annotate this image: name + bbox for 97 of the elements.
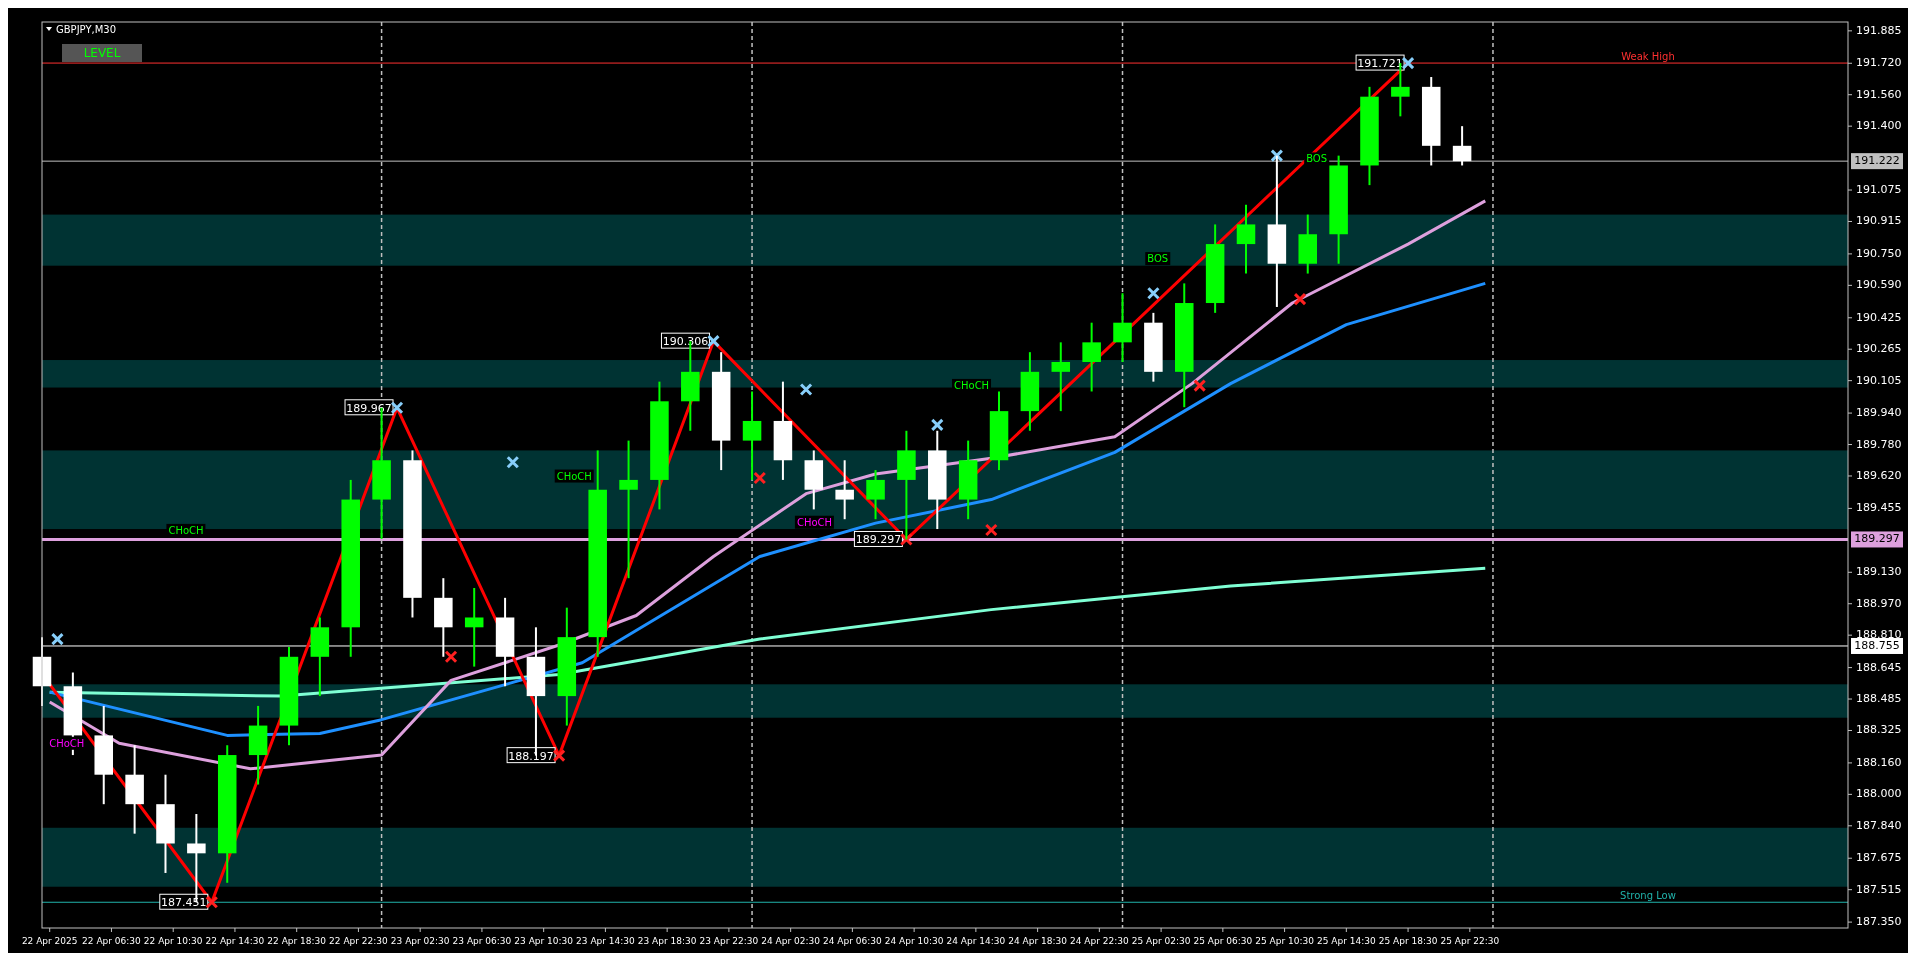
x-tick-label: 25 Apr 22:30 — [1440, 936, 1500, 946]
data-label: 188.197 — [508, 749, 554, 763]
x-tick-label: 23 Apr 10:30 — [514, 936, 574, 946]
y-tick-label: 187.350 — [1856, 915, 1902, 929]
y-tick-label: 188.645 — [1856, 660, 1902, 674]
data-label: 187.451 — [161, 896, 207, 910]
annotation: CHoCH — [556, 470, 592, 482]
x-tick-label: 24 Apr 18:30 — [1008, 936, 1068, 946]
y-tick-label: 190.915 — [1856, 214, 1902, 228]
y-tick-label: 187.675 — [1856, 851, 1902, 865]
x-tick-label: 23 Apr 18:30 — [637, 936, 697, 946]
ref-line-label: Strong Low — [1620, 890, 1676, 902]
y-tick-label: 189.620 — [1856, 468, 1902, 482]
y-tick-label: 187.515 — [1856, 882, 1902, 896]
candlestick — [464, 587, 484, 668]
x-tick-label: 24 Apr 22:30 — [1070, 936, 1129, 946]
annotation: CHoCH — [796, 516, 833, 528]
x-tick-label: 24 Apr 02:30 — [761, 936, 821, 946]
candlestick — [742, 390, 762, 481]
x-tick-label: 24 Apr 14:30 — [946, 936, 1006, 946]
candlestick — [1113, 292, 1132, 363]
y-tick-label: 188.485 — [1856, 692, 1902, 706]
x-tick-label: 25 Apr 14:30 — [1316, 936, 1376, 946]
point — [1401, 56, 1415, 70]
point — [930, 418, 944, 432]
data-label: 189.297 — [855, 533, 902, 547]
point — [799, 383, 813, 397]
point — [1193, 379, 1207, 393]
y-tick-label: 190.105 — [1856, 373, 1902, 387]
y-tick-label: 189.455 — [1856, 501, 1902, 515]
candlestick — [835, 459, 854, 521]
x-tick-label: 22 Apr 10:30 — [143, 936, 203, 946]
point — [753, 471, 767, 485]
x-tick-label: 25 Apr 02:30 — [1131, 936, 1191, 946]
point — [899, 532, 913, 546]
point — [50, 632, 64, 646]
x-tick-label: 23 Apr 06:30 — [452, 936, 512, 946]
y-tick-label: 190.265 — [1856, 342, 1902, 356]
annotation: CHoCH — [954, 379, 990, 391]
point — [1293, 292, 1307, 306]
line-series — [48, 281, 1487, 737]
x-tick-label: 22 Apr 18:30 — [267, 936, 327, 946]
x-tick-label: 23 Apr 02:30 — [390, 936, 450, 946]
y-tick-label: 191.885 — [1856, 23, 1902, 37]
data-label: 191.721 — [1357, 57, 1403, 71]
y-tick-label: 188.000 — [1856, 787, 1902, 801]
y-tick-label: 187.840 — [1856, 818, 1902, 832]
chart-title: GBPJPY,M30 — [56, 24, 117, 35]
annotation: BOS — [1306, 153, 1328, 165]
x-tick-label: 24 Apr 10:30 — [884, 936, 944, 946]
y-tick-label: 190.750 — [1856, 246, 1902, 260]
annotation: CHoCH — [168, 524, 204, 536]
point — [706, 334, 720, 348]
x-tick-label: 22 Apr 22:30 — [329, 936, 389, 946]
y-tick-label: 188.970 — [1856, 596, 1902, 610]
point — [390, 401, 404, 415]
annotation: CHoCH — [49, 737, 85, 749]
y-tick-label: 191.075 — [1856, 183, 1902, 197]
x-tick-label: 25 Apr 06:30 — [1193, 936, 1253, 946]
point — [506, 455, 520, 469]
annotation: LEVEL — [83, 46, 121, 60]
y-tick-label: 188.325 — [1856, 723, 1902, 737]
candlestick — [1452, 125, 1472, 167]
y-tick-label: 191.400 — [1856, 119, 1902, 133]
ref-line-label: 189.297 — [1854, 532, 1900, 546]
y-tick-label: 189.780 — [1856, 437, 1902, 451]
y-tick-label: 189.130 — [1856, 565, 1902, 579]
point — [984, 523, 998, 537]
x-tick-label: 22 Apr 06:30 — [82, 936, 142, 946]
point — [205, 895, 219, 909]
y-tick-label: 190.425 — [1856, 310, 1902, 324]
data-label: 189.967 — [346, 401, 392, 415]
y-tick-label: 190.590 — [1856, 278, 1902, 292]
ref-line-label: 191.222 — [1854, 154, 1900, 168]
x-tick-label: 23 Apr 22:30 — [699, 936, 759, 946]
ref-line-label: 188.755 — [1854, 638, 1900, 652]
candlestick — [866, 469, 885, 521]
candlestick — [619, 439, 638, 580]
candlestick — [1082, 321, 1101, 393]
ref-line-label: Weak High — [1621, 51, 1675, 63]
point — [1146, 286, 1160, 300]
data-label: 190.306 — [662, 335, 709, 349]
y-tick-label: 188.160 — [1856, 755, 1902, 769]
y-tick-label: 189.940 — [1856, 406, 1902, 420]
x-tick-label: 24 Apr 06:30 — [823, 936, 882, 946]
point — [444, 650, 458, 664]
candlestick — [1236, 203, 1256, 275]
x-tick-label: 25 Apr 10:30 — [1255, 936, 1315, 946]
y-tick-label: 191.560 — [1856, 87, 1902, 101]
x-tick-label: 25 Apr 18:30 — [1378, 936, 1438, 946]
x-tick-label: 23 Apr 14:30 — [576, 936, 636, 946]
point — [552, 749, 566, 763]
x-tick-label: 22 Apr 14:30 — [205, 936, 265, 946]
candlestick — [1051, 341, 1071, 413]
x-tick-label: 22 Apr 2025 — [21, 936, 78, 946]
y-tick-label: 191.720 — [1856, 56, 1902, 70]
annotation: BOS — [1147, 253, 1169, 265]
